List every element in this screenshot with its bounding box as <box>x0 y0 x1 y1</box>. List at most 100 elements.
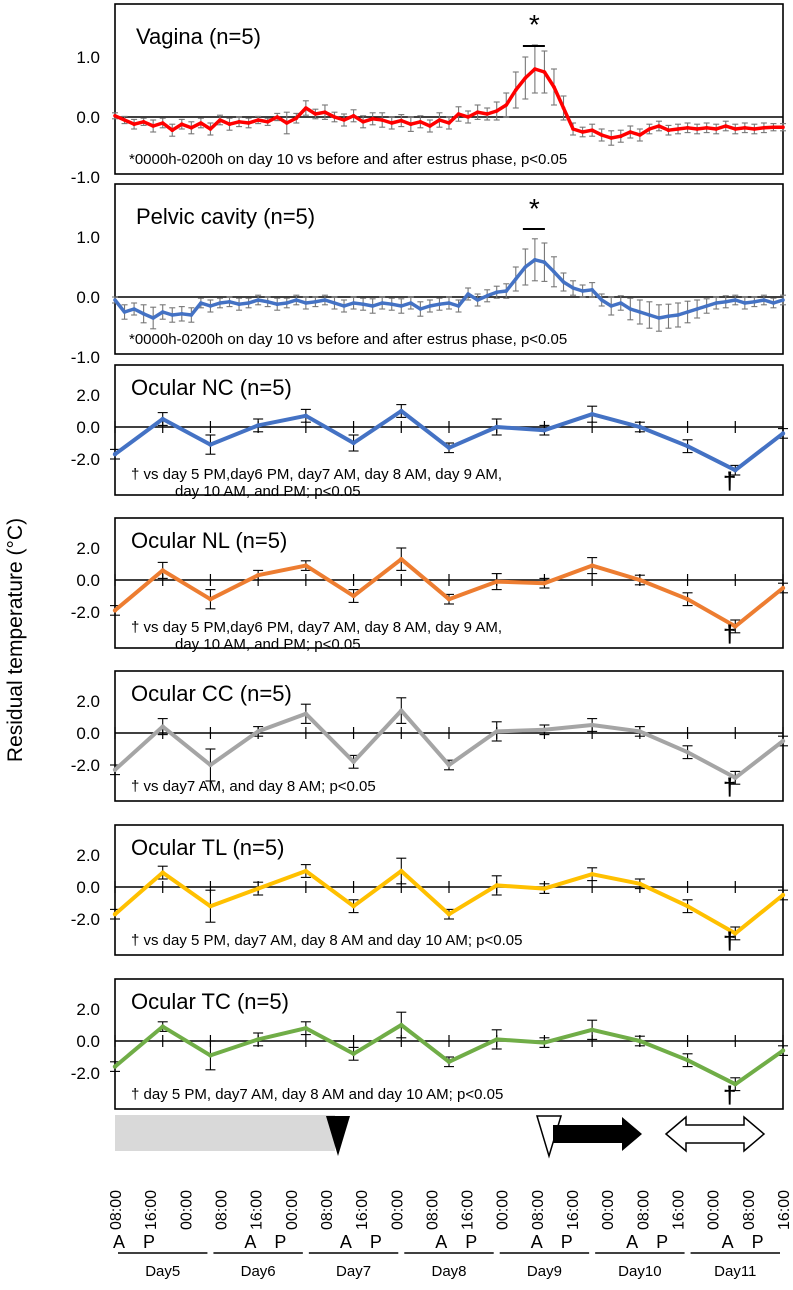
time-tick-label: 00:00 <box>495 1190 512 1230</box>
data-point <box>342 304 346 308</box>
data-point <box>265 300 270 304</box>
time-tick-label: 16:00 <box>249 1190 266 1230</box>
data-point <box>514 88 518 92</box>
data-point <box>255 1037 261 1042</box>
data-point <box>265 120 270 124</box>
data-point <box>399 118 404 123</box>
data-point <box>704 304 709 308</box>
y-axis-label: Residual temperature (°C) <box>4 518 27 762</box>
data-point <box>112 912 118 917</box>
data-point <box>208 127 213 131</box>
black-arrow <box>553 1117 642 1151</box>
data-point <box>151 316 155 320</box>
time-tick-label: 16:00 <box>671 1190 688 1230</box>
data-point <box>342 118 346 122</box>
data-point <box>303 868 309 874</box>
data-point <box>752 127 757 131</box>
significance-asterisk: * <box>529 193 540 224</box>
data-point <box>208 442 213 447</box>
panel-note: *0000h-0200h on day 10 vs before and aft… <box>129 331 567 348</box>
panel-1: 1.0 0.0 -1.0 Vagina (n=5) * *0000h-0200h on d… <box>71 3 786 187</box>
data-point <box>780 431 786 436</box>
significance-dagger: † <box>723 1082 736 1109</box>
data-point <box>542 428 547 433</box>
data-point <box>437 118 442 122</box>
am-label: A <box>113 1232 125 1252</box>
data-point <box>275 115 280 119</box>
data-point <box>370 304 375 308</box>
data-point <box>695 307 699 311</box>
black-triangle-marker <box>326 1116 350 1156</box>
data-point <box>351 114 356 118</box>
data-point <box>733 775 738 780</box>
data-point <box>542 727 547 732</box>
data-point <box>170 313 175 317</box>
y-tick-label: 0.0 <box>76 1032 100 1051</box>
y-tick-label: 2.0 <box>76 1000 100 1019</box>
data-point <box>571 127 575 131</box>
data-point <box>695 127 699 131</box>
am-label: A <box>340 1232 352 1252</box>
data-point <box>685 444 690 449</box>
panel-title: Ocular NL (n=5) <box>131 528 287 553</box>
data-point <box>294 116 299 120</box>
day-label: Day8 <box>431 1263 466 1280</box>
y-tick-label: 0.0 <box>76 571 100 590</box>
data-point <box>542 260 547 265</box>
data-point <box>255 573 261 578</box>
data-point <box>533 67 537 71</box>
data-point <box>628 130 633 134</box>
data-point <box>132 307 136 311</box>
data-point <box>218 118 222 122</box>
time-tick-label: 16:00 <box>143 1190 160 1230</box>
data-point <box>485 112 489 116</box>
data-point <box>446 1059 452 1065</box>
pm-label: P <box>274 1232 286 1252</box>
phase-timeline <box>115 1115 766 1159</box>
time-tick-label: 08:00 <box>741 1190 758 1230</box>
pm-label: P <box>465 1232 477 1252</box>
panel-title: Ocular CC (n=5) <box>131 681 292 706</box>
data-point <box>762 126 766 130</box>
am-label: A <box>531 1232 543 1252</box>
data-point <box>409 122 413 126</box>
data-point <box>542 886 547 891</box>
data-point <box>160 310 165 314</box>
data-point <box>685 1058 690 1063</box>
data-point <box>580 289 585 293</box>
data-point <box>122 310 127 314</box>
data-point <box>780 1048 786 1053</box>
data-point <box>589 872 595 877</box>
data-point <box>780 585 786 591</box>
data-point <box>494 290 499 295</box>
data-point <box>609 304 614 308</box>
data-point <box>113 114 117 118</box>
data-point <box>303 1026 309 1031</box>
time-tick-label: 00:00 <box>600 1190 617 1230</box>
data-point <box>122 118 127 122</box>
data-point <box>389 121 394 125</box>
data-point <box>351 759 356 764</box>
data-point <box>676 313 680 317</box>
data-point <box>323 110 327 114</box>
data-point <box>399 708 404 713</box>
y-tick-label: 1.0 <box>76 228 100 247</box>
data-point <box>542 70 547 74</box>
data-point <box>542 581 547 586</box>
data-point <box>160 568 165 573</box>
time-tick-label: 08:00 <box>530 1190 547 1230</box>
y-tick-label: -2.0 <box>71 910 100 929</box>
data-point <box>609 136 614 140</box>
day-label: Day7 <box>336 1263 371 1280</box>
y-tick-label: 2.0 <box>76 539 100 558</box>
data-point <box>418 307 423 311</box>
data-point <box>361 120 365 124</box>
time-tick-label: 00:00 <box>178 1190 195 1230</box>
panel-3: 2.0 0.0 -2.0 Ocular NC (n=5) † † vs day 5 PM,… <box>71 364 788 500</box>
data-point <box>523 265 528 269</box>
data-point <box>399 557 404 562</box>
time-tick-label: 16:00 <box>354 1190 371 1230</box>
day-label: Day6 <box>241 1263 276 1280</box>
data-point <box>589 1027 595 1033</box>
